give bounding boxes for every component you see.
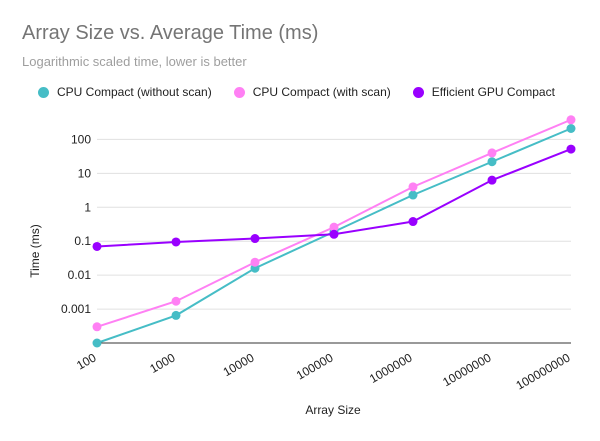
legend-marker-efficient-gpu <box>412 86 424 98</box>
data-point-2 <box>408 217 418 227</box>
legend-label-cpu-with-scan: CPU Compact (with scan) <box>252 85 391 99</box>
data-point-2 <box>487 175 497 185</box>
y-tick-label: 0.01 <box>68 268 92 282</box>
data-point-2 <box>92 241 102 251</box>
legend-item-efficient-gpu[interactable]: Efficient GPU Compact <box>412 85 555 99</box>
data-point-0 <box>487 157 497 167</box>
x-tick-label: 10000 <box>221 350 257 379</box>
data-point-2 <box>171 237 181 247</box>
y-axis-title: Time (ms) <box>28 224 42 278</box>
legend-marker-cpu-without-scan <box>38 86 49 98</box>
legend-marker-cpu-with-scan <box>233 86 245 98</box>
x-tick-label: 100000000 <box>513 350 572 392</box>
y-tick-label: 0.001 <box>61 302 91 316</box>
legend-item-cpu-without-scan[interactable]: CPU Compact (without scan) <box>38 85 212 99</box>
legend: CPU Compact (without scan) CPU Compact (… <box>38 83 577 101</box>
y-tick-label: 100 <box>71 132 91 146</box>
x-tick-label: 10000000 <box>440 350 494 389</box>
x-tick-label: 1000 <box>147 350 177 376</box>
data-point-0 <box>566 123 576 133</box>
chart-title: Array Size vs. Average Time (ms) <box>22 22 319 44</box>
data-point-0 <box>92 338 102 348</box>
data-point-1 <box>487 148 497 158</box>
chart-subtitle: Logarithmic scaled time, lower is better <box>22 54 247 69</box>
data-point-0 <box>171 310 181 320</box>
data-point-1 <box>408 182 418 192</box>
data-point-1 <box>250 257 260 267</box>
data-point-0 <box>408 190 418 200</box>
data-point-1 <box>171 296 181 306</box>
data-point-1 <box>566 115 576 125</box>
legend-item-cpu-with-scan[interactable]: CPU Compact (with scan) <box>233 85 391 99</box>
y-tick-label: 1 <box>84 200 91 214</box>
y-tick-label: 0.1 <box>74 234 91 248</box>
legend-label-cpu-without-scan: CPU Compact (without scan) <box>57 85 212 99</box>
y-tick-label: 10 <box>78 166 92 180</box>
data-point-2 <box>329 229 339 239</box>
x-tick-label: 100000 <box>294 350 336 382</box>
data-point-1 <box>92 322 102 332</box>
x-axis-title: Array Size <box>305 403 361 417</box>
data-point-2 <box>250 234 260 244</box>
x-tick-label: 1000000 <box>367 350 415 386</box>
data-point-2 <box>566 144 576 154</box>
data-point-1 <box>329 222 339 232</box>
x-tick-label: 100 <box>74 350 99 372</box>
legend-label-efficient-gpu: Efficient GPU Compact <box>431 85 555 99</box>
